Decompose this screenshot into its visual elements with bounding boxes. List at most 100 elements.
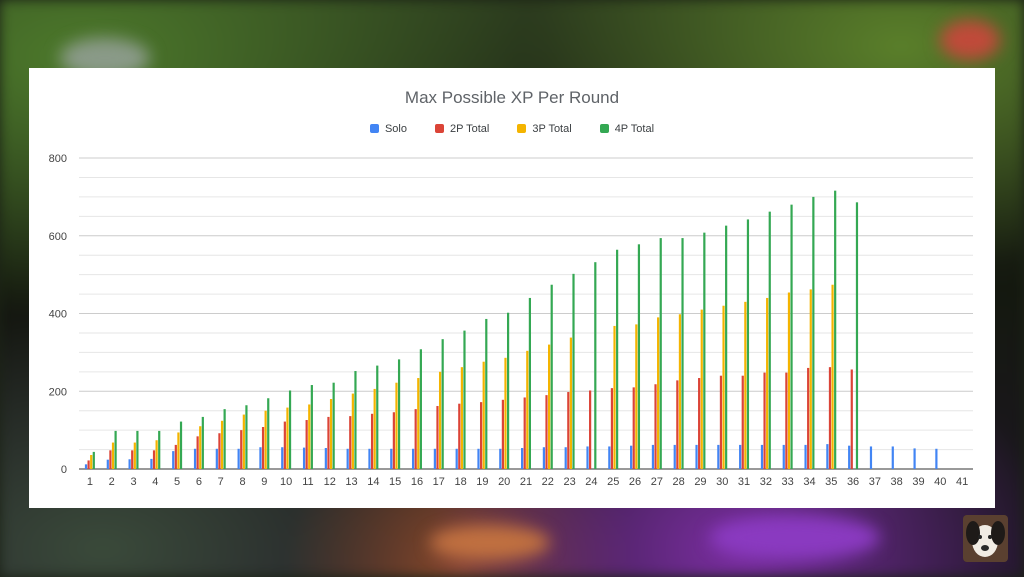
bar-3p-total bbox=[809, 289, 812, 469]
bar-3p-total bbox=[395, 382, 398, 469]
x-tick-label: 35 bbox=[825, 476, 837, 488]
bar-solo bbox=[411, 448, 415, 469]
bar-solo bbox=[477, 448, 480, 469]
bar-solo bbox=[542, 447, 546, 469]
bar-3p-total bbox=[199, 426, 202, 469]
bar-4p-total bbox=[659, 238, 662, 469]
chart-title: Max Possible XP Per Round bbox=[404, 88, 620, 107]
bar-2p-total bbox=[610, 388, 614, 469]
bar-solo bbox=[717, 444, 720, 469]
x-tick-label: 1 bbox=[87, 476, 93, 488]
background-blob bbox=[940, 20, 1000, 60]
bar-2p-total bbox=[436, 406, 439, 469]
bar-3p-total bbox=[308, 404, 311, 469]
x-tick-label: 6 bbox=[196, 476, 202, 488]
bar-solo bbox=[586, 446, 589, 469]
x-tick-label: 28 bbox=[673, 476, 685, 488]
bar-4p-total bbox=[637, 244, 641, 469]
legend-label: 2P Total bbox=[449, 123, 490, 135]
bar-2p-total bbox=[261, 427, 265, 469]
legend-item[interactable]: 3P Total bbox=[517, 123, 572, 135]
bar-4p-total bbox=[136, 430, 139, 469]
bar-3p-total bbox=[242, 414, 245, 469]
y-tick-label: 800 bbox=[49, 153, 67, 165]
bar-2p-total bbox=[327, 416, 330, 469]
x-tick-label: 21 bbox=[520, 476, 532, 488]
bar-3p-total bbox=[177, 432, 180, 469]
x-tick-label: 2 bbox=[109, 476, 115, 488]
x-tick-label: 36 bbox=[847, 476, 859, 488]
bar-4p-total bbox=[506, 312, 510, 469]
bar-2p-total bbox=[458, 403, 461, 469]
bar-solo bbox=[368, 448, 371, 469]
bar-3p-total bbox=[657, 317, 660, 469]
bar-solo bbox=[891, 446, 894, 469]
bar-3p-total bbox=[111, 442, 115, 469]
y-tick-label: 200 bbox=[49, 386, 67, 398]
bar-solo bbox=[281, 447, 284, 469]
bar-solo bbox=[826, 444, 829, 469]
chart-legend: Solo 2P Total 3P Total 4P Total bbox=[29, 123, 995, 135]
legend-item[interactable]: 2P Total bbox=[434, 123, 490, 135]
bar-4p-total bbox=[855, 202, 859, 469]
bar-4p-total bbox=[201, 416, 204, 469]
bar-4p-total bbox=[550, 284, 553, 469]
x-tick-label: 13 bbox=[345, 476, 357, 488]
bar-4p-total bbox=[616, 249, 619, 469]
bar-2p-total bbox=[349, 416, 352, 469]
bar-3p-total bbox=[766, 297, 769, 469]
bar-2p-total bbox=[87, 460, 90, 469]
bar-3p-total bbox=[700, 309, 703, 469]
bar-solo bbox=[869, 446, 873, 469]
bar-2p-total bbox=[370, 413, 374, 469]
bar-3p-total bbox=[548, 344, 551, 469]
legend-item[interactable]: 4P Total bbox=[599, 123, 654, 135]
x-tick-label: 24 bbox=[585, 476, 597, 488]
bar-4p-total bbox=[528, 297, 531, 469]
bar-4p-total bbox=[834, 190, 837, 469]
x-tick-label: 5 bbox=[174, 476, 180, 488]
bar-2p-total bbox=[414, 409, 417, 469]
x-tick-label: 9 bbox=[261, 476, 267, 488]
x-tick-label: 31 bbox=[738, 476, 750, 488]
bar-2p-total bbox=[741, 375, 744, 469]
bar-4p-total bbox=[267, 398, 270, 469]
x-tick-label: 12 bbox=[324, 476, 336, 488]
bar-4p-total bbox=[354, 371, 357, 469]
bar-2p-total bbox=[654, 384, 657, 469]
bar-3p-total bbox=[678, 314, 682, 469]
x-tick-label: 4 bbox=[152, 476, 158, 488]
bar-4p-total bbox=[288, 390, 292, 469]
bar-3p-total bbox=[438, 371, 442, 469]
bar-2p-total bbox=[676, 380, 679, 469]
bar-2p-total bbox=[523, 397, 526, 469]
x-tick-label: 33 bbox=[782, 476, 794, 488]
legend-swatch bbox=[434, 124, 444, 133]
bar-4p-total bbox=[419, 349, 422, 469]
legend-item[interactable]: Solo bbox=[369, 123, 407, 135]
bar-solo bbox=[630, 445, 633, 469]
bar-3p-total bbox=[133, 442, 136, 469]
bar-solo bbox=[608, 446, 611, 469]
bar-2p-total bbox=[698, 378, 701, 469]
bar-4p-total bbox=[703, 232, 706, 469]
bar-2p-total bbox=[828, 367, 832, 469]
bar-3p-total bbox=[569, 337, 573, 469]
y-tick-label: 0 bbox=[61, 464, 67, 476]
x-tick-label: 23 bbox=[563, 476, 575, 488]
bar-solo bbox=[935, 448, 938, 469]
bar-solo bbox=[782, 444, 785, 469]
x-tick-label: 15 bbox=[389, 476, 401, 488]
bar-2p-total bbox=[174, 444, 177, 469]
bar-2p-total bbox=[392, 412, 395, 469]
x-tick-label: 40 bbox=[934, 476, 946, 488]
bar-4p-total bbox=[812, 196, 815, 469]
legend-label: 3P Total bbox=[532, 123, 572, 135]
bar-4p-total bbox=[463, 330, 466, 469]
bar-4p-total bbox=[376, 365, 379, 469]
bar-2p-total bbox=[807, 367, 810, 469]
bar-3p-total bbox=[613, 325, 616, 469]
bar-4p-total bbox=[397, 359, 401, 469]
x-tick-label: 38 bbox=[891, 476, 903, 488]
bar-4p-total bbox=[179, 421, 183, 469]
